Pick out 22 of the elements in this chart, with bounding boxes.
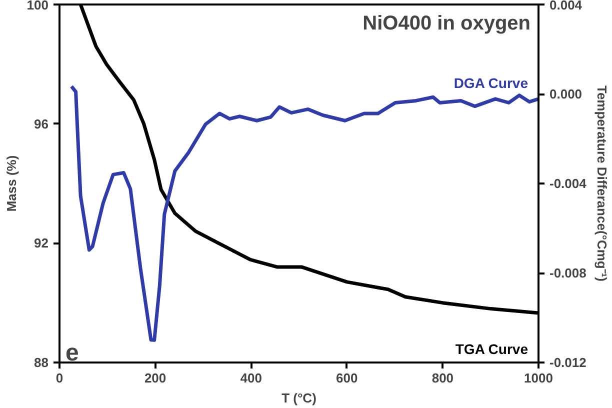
- y2-tick-label: -0.012: [550, 355, 586, 370]
- y-tick-label: 96: [34, 116, 49, 132]
- x-axis-title: T (°C): [282, 390, 316, 406]
- y-tick-label: 100: [26, 0, 49, 12]
- x-tick-label: 800: [432, 370, 454, 386]
- y2-tick-label: 0.000: [550, 86, 582, 102]
- y2-axis-title: Temperature Differance(°Cmg⁻¹): [594, 85, 610, 282]
- series-label: DGA Curve: [454, 74, 528, 91]
- y2-tick-label: 0.004: [550, 0, 583, 12]
- x-tick-label: 200: [144, 370, 166, 386]
- x-tick-label: 600: [336, 370, 358, 386]
- chart-title: NiO400 in oxygen: [362, 12, 531, 34]
- annotation: e: [66, 340, 79, 366]
- x-tick-label: 0: [56, 370, 64, 386]
- y-axis-title: Mass (%): [4, 155, 19, 212]
- x-tick-label: 400: [240, 370, 262, 386]
- x-tick-label: 1000: [524, 370, 553, 386]
- y-tick-label: 92: [34, 236, 49, 251]
- text: TGA Curve: [455, 340, 528, 357]
- y-tick-label: 88: [34, 355, 49, 370]
- y2-tick-label: -0.004: [550, 176, 588, 191]
- y2-tick-label: -0.008: [550, 266, 586, 280]
